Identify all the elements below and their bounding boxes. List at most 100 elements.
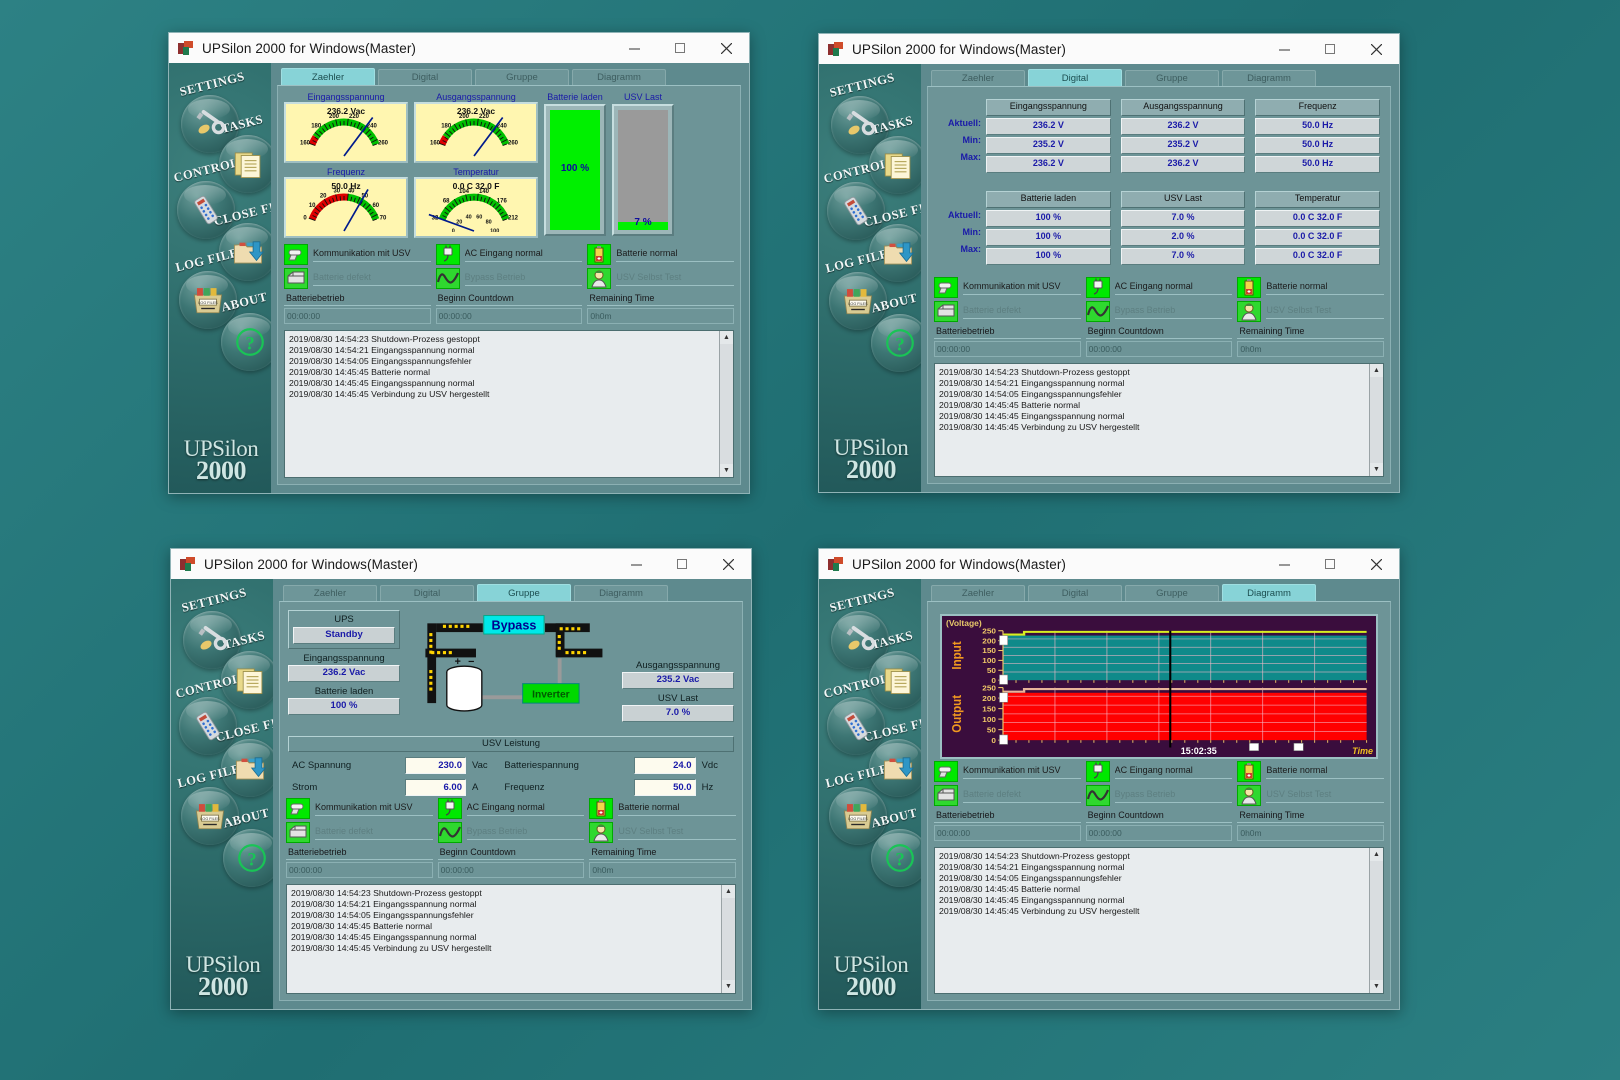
status-field: Batteriebetrieb 00:00:00 [934,325,1081,357]
scroll-up-icon[interactable]: ▲ [720,331,733,344]
scroll-down-icon[interactable]: ▼ [720,464,733,477]
sidebar-item-log-file[interactable]: LOG FILES [829,787,887,845]
sidebar-item-settings[interactable] [181,95,239,153]
power-input-1[interactable]: 6.00 [404,779,466,796]
status-indicator [1085,301,1110,322]
sidebar-item-tasks[interactable] [869,651,921,709]
window-diagramm[interactable]: UPSilon 2000 for Windows(Master) SETTING… [818,548,1400,1010]
sidebar-item-control[interactable] [827,697,885,755]
sidebar-item-settings[interactable] [831,96,889,154]
tabstrip[interactable]: Zaehler Digital Gruppe Diagramm [927,584,1391,601]
sidebar-item-tasks[interactable] [221,651,273,709]
maximize-icon[interactable] [1307,34,1353,64]
log-area[interactable]: 2019/08/30 14:54:23 Shutdown-Prozess ges… [284,330,734,478]
sidebar-item-log-file[interactable]: LOG FILES [179,271,237,329]
log-area[interactable]: 2019/08/30 14:54:23 Shutdown-Prozess ges… [934,847,1384,994]
minimize-icon[interactable] [613,549,659,579]
scroll-up-icon[interactable]: ▲ [722,885,735,898]
window-zaehler[interactable]: UPSilon 2000 for Windows(Master) SETTING… [168,32,750,494]
power-input-2[interactable]: 24.0 [634,757,696,774]
tab-gruppe[interactable]: Gruppe [477,584,571,601]
log-scrollbar[interactable]: ▲ ▼ [1369,848,1383,993]
tab-zaehler[interactable]: Zaehler [931,585,1025,601]
minimize-icon[interactable] [1261,34,1307,64]
titlebar[interactable]: UPSilon 2000 for Windows(Master) [171,549,751,579]
digital-cell: 236.2 V [1120,156,1246,173]
sidebar-item-about[interactable]: ? [223,829,273,887]
log-area[interactable]: 2019/08/30 14:54:23 Shutdown-Prozess ges… [286,884,736,994]
sidebar-item-close-file[interactable] [869,224,921,282]
tab-digital[interactable]: Digital [380,585,474,601]
tab-zaehler[interactable]: Zaehler [281,68,375,85]
sidebar-item-log-file[interactable]: LOG FILES [181,787,239,845]
maximize-icon[interactable] [657,33,703,63]
tabstrip[interactable]: Zaehler Digital Gruppe Diagramm [927,69,1391,86]
close-icon[interactable] [705,549,751,579]
tab-gruppe[interactable]: Gruppe [1125,585,1219,601]
tab-zaehler[interactable]: Zaehler [931,70,1025,86]
log-scrollbar[interactable]: ▲ ▼ [1369,364,1383,476]
log-scrollbar[interactable]: ▲ ▼ [719,331,733,477]
digital-columns: Batterie laden 100 % 100 % 100 % USV Last 7.0… [986,191,1381,267]
panel-digital: Aktuell: Min: Max: Eingangsspannung 236.2 V 2… [927,86,1391,484]
sidebar-item-close-file[interactable] [221,739,273,797]
scroll-up-icon[interactable]: ▲ [1370,848,1383,861]
sidebar-item-about[interactable]: ? [871,314,921,372]
maximize-icon[interactable] [659,549,705,579]
sidebar-item-close-file[interactable] [869,739,921,797]
minimize-icon[interactable] [611,33,657,63]
log-scrollbar[interactable]: ▲ ▼ [721,885,735,993]
close-icon[interactable] [1353,549,1399,579]
svg-text:240: 240 [497,124,508,130]
tab-gruppe[interactable]: Gruppe [475,69,569,85]
sidebar-item-control[interactable] [179,697,237,755]
scroll-up-icon[interactable]: ▲ [1370,364,1383,377]
voltage-chart[interactable]: (Voltage) 250 200 150 100 50 0 Input 250 200 150 10… [940,614,1378,759]
tab-digital[interactable]: Digital [1028,585,1122,601]
window-digital[interactable]: UPSilon 2000 for Windows(Master) SETTING… [818,33,1400,493]
power-input-2[interactable]: 50.0 [634,779,696,796]
sidebar-item-tasks[interactable] [869,136,921,194]
sidebar-item-orb [827,182,885,240]
power-unit-1: Vac [471,760,488,771]
tab-digital[interactable]: Digital [1028,69,1122,86]
sidebar-item-orb: LOG FILES [179,271,237,329]
sidebar-item-close-file[interactable] [219,223,271,281]
power-input-1[interactable]: 230.0 [404,757,466,774]
close-icon[interactable] [703,33,749,63]
minimize-icon[interactable] [1261,549,1307,579]
tab-diagramm[interactable]: Diagramm [1222,70,1316,86]
sidebar-item-about[interactable]: ? [871,829,921,887]
digital-column-header: USV Last [1120,191,1246,208]
sidebar-item-control[interactable] [177,181,235,239]
log-area[interactable]: 2019/08/30 14:54:23 Shutdown-Prozess ges… [934,363,1384,477]
tab-diagramm[interactable]: Diagramm [574,585,668,601]
tab-diagramm[interactable]: Diagramm [1222,584,1316,601]
tab-diagramm[interactable]: Diagramm [572,69,666,85]
scroll-down-icon[interactable]: ▼ [722,980,735,993]
tabstrip[interactable]: Zaehler Digital Gruppe Diagramm [277,68,741,85]
titlebar[interactable]: UPSilon 2000 for Windows(Master) [819,549,1399,579]
scroll-down-icon[interactable]: ▼ [1370,980,1383,993]
status-indicator [587,244,612,265]
titlebar[interactable]: UPSilon 2000 for Windows(Master) [819,34,1399,64]
sidebar-item-settings[interactable] [831,611,889,669]
gauge-title: Frequenz [326,167,366,177]
sidebar-item-control[interactable] [827,182,885,240]
tab-gruppe[interactable]: Gruppe [1125,70,1219,86]
power-unit-1: A [471,782,479,793]
tab-digital[interactable]: Digital [378,69,472,85]
titlebar[interactable]: UPSilon 2000 for Windows(Master) [169,33,749,63]
sidebar-item-tasks[interactable] [219,135,271,193]
close-icon[interactable] [1353,34,1399,64]
battery-box-icon [937,304,955,317]
sidebar-item-about[interactable]: ? [221,313,271,371]
digital-column-header: Batterie laden [986,191,1111,208]
maximize-icon[interactable] [1307,549,1353,579]
window-gruppe[interactable]: UPSilon 2000 for Windows(Master) SETTING… [170,548,752,1010]
tabstrip[interactable]: Zaehler Digital Gruppe Diagramm [279,584,743,601]
tab-zaehler[interactable]: Zaehler [283,585,377,601]
svg-text:100: 100 [982,657,996,665]
scroll-down-icon[interactable]: ▼ [1370,463,1383,476]
sidebar-item-log-file[interactable]: LOG FILES [829,272,887,330]
